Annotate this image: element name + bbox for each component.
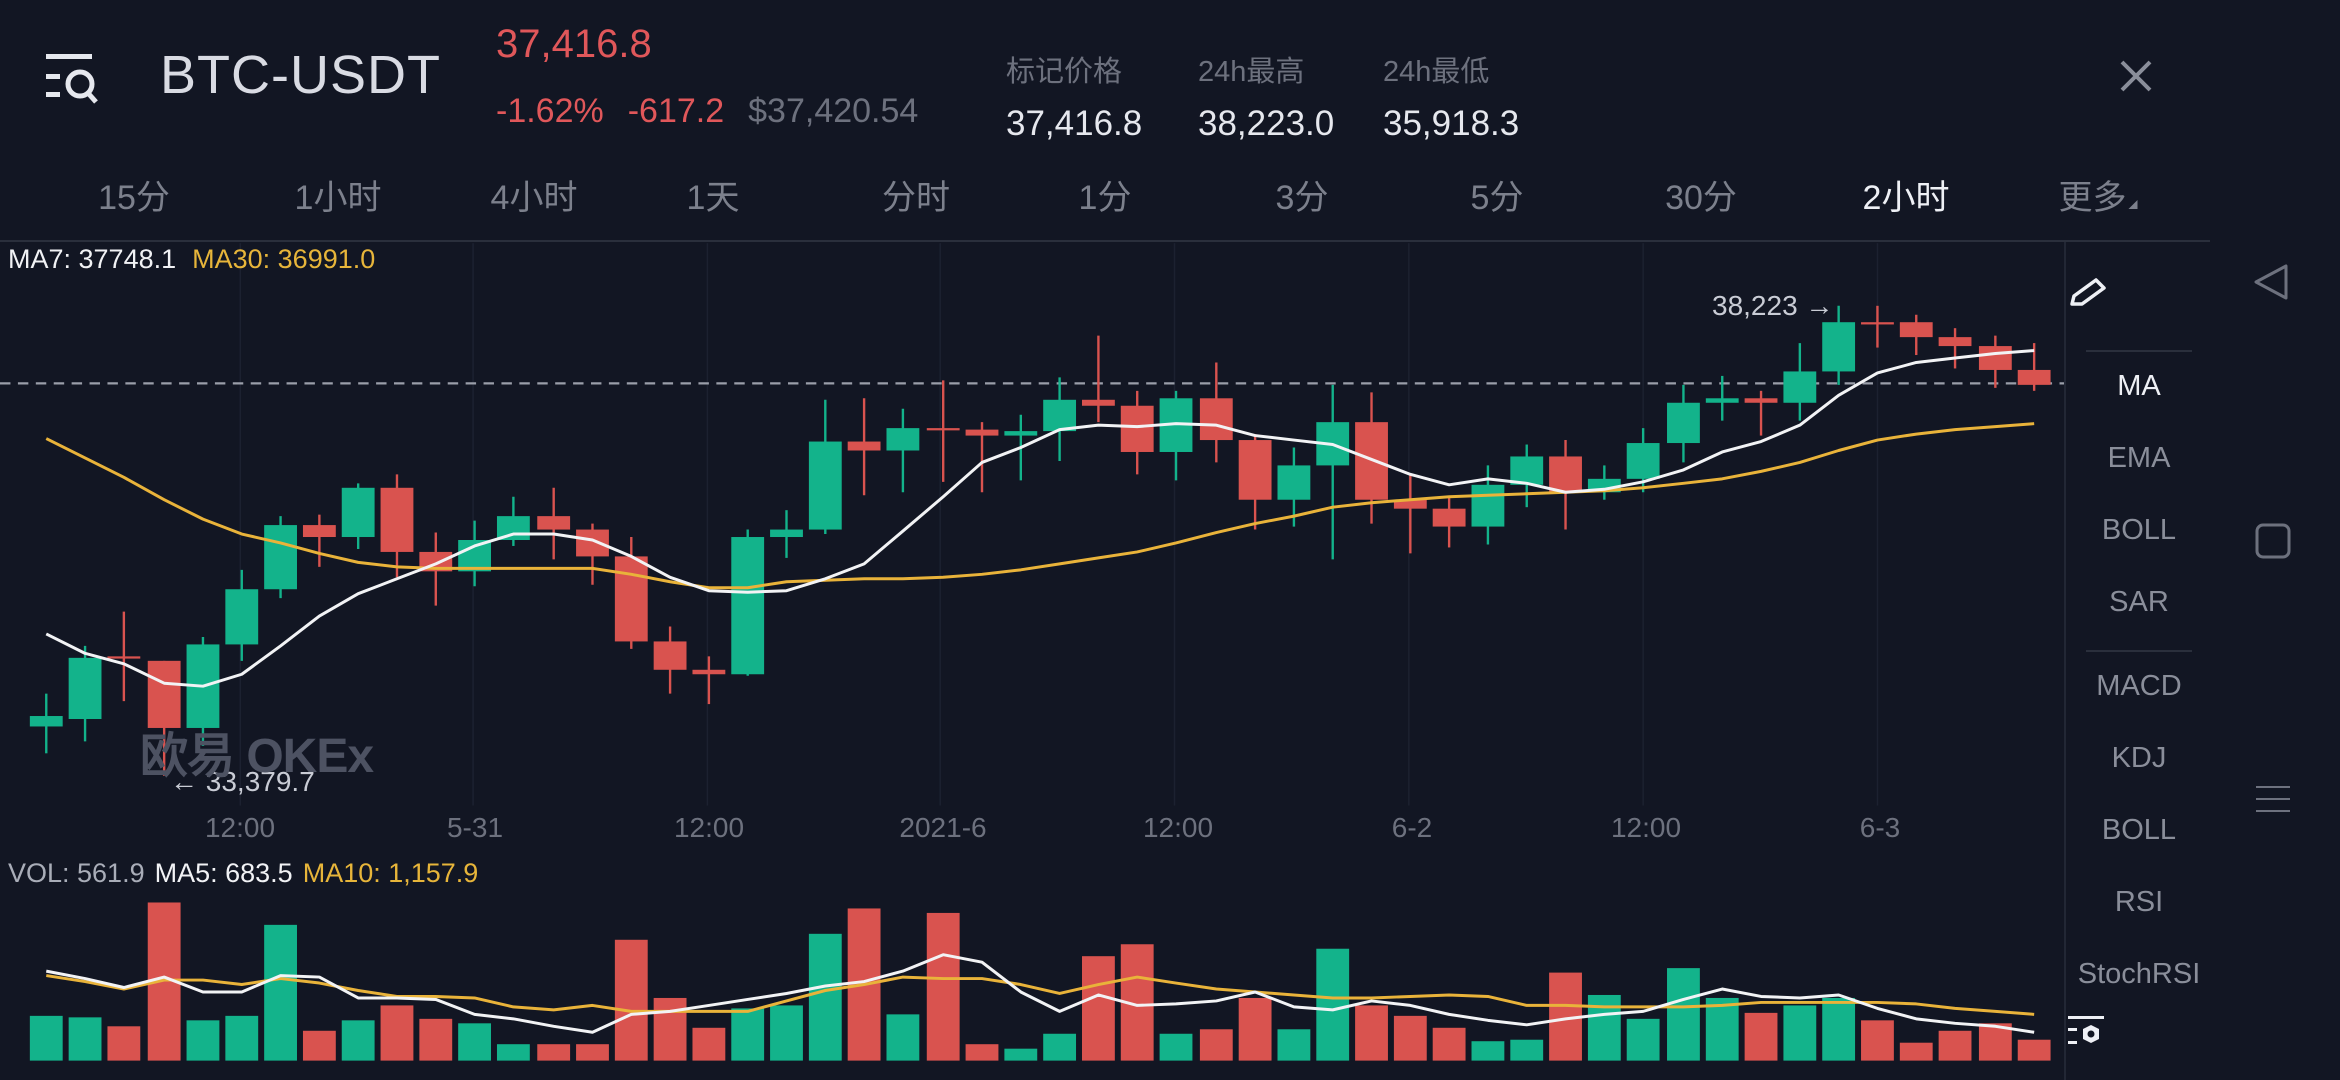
last-price: 37,416.8 (496, 22, 652, 66)
tab-more-label: 更多 (2058, 179, 2127, 217)
indicator-ma[interactable]: MA (2117, 370, 2161, 402)
low-price-annotation: ← 33,379.7 (170, 766, 315, 797)
stat-24h-high: 24h最高 38,223.0 (1198, 48, 1334, 144)
indicator-boll-sub[interactable]: BOLL (2101, 814, 2177, 846)
volume-legend: VOL: 561.9 MA5: 683.5 MA10: 1,157.9 (8, 858, 478, 889)
divider (2086, 350, 2192, 352)
tab-1d[interactable]: 1天 (686, 179, 740, 217)
price-change-row: -1.62% -617.2 $37,420.54 (496, 92, 918, 131)
x-axis-label: 5-31 (446, 812, 504, 843)
dropdown-triangle-icon (2128, 200, 2138, 209)
x-axis-label: 12:00 (1610, 812, 1682, 843)
draw-pencil-icon[interactable] (2066, 274, 2212, 310)
home-icon[interactable] (2254, 522, 2292, 560)
x-axis-label: 2021-6 (899, 812, 987, 843)
stat-value: 38,223.0 (1198, 104, 1335, 143)
recents-icon[interactable] (2254, 782, 2292, 816)
tab-4h[interactable]: 4小时 (490, 179, 578, 217)
back-icon[interactable] (2252, 262, 2292, 302)
close-icon[interactable] (2112, 52, 2160, 100)
ma7-value: MA7: 37748.1 (8, 244, 177, 274)
tab-5m[interactable]: 5分 (1470, 179, 1524, 217)
tab-3m[interactable]: 3分 (1275, 179, 1329, 217)
stat-24h-low: 24h最低 35,918.3 (1383, 48, 1519, 144)
high-price-annotation: 38,223 → (1712, 290, 1834, 321)
trading-pair-title[interactable]: BTC-USDT (160, 45, 441, 105)
indicator-kdj[interactable]: KDJ (2111, 742, 2167, 774)
indicator-ema[interactable]: EMA (2107, 442, 2171, 474)
tab-timeline[interactable]: 分时 (882, 179, 950, 217)
okex-watermark: 欧易 OKEx (140, 730, 374, 783)
indicator-panel: MA EMA BOLL SAR MACD KDJ BOLL RSI StochR… (2064, 242, 2212, 1080)
indicator-macd[interactable]: MACD (2096, 670, 2182, 702)
stat-label: 24h最高 (1198, 56, 1305, 88)
change-percent: -1.62% (496, 92, 604, 130)
candlestick-chart[interactable] (0, 0, 2064, 1080)
tab-more[interactable]: 更多 (2059, 170, 2138, 219)
indicator-settings-icon[interactable] (2066, 1014, 2212, 1048)
tab-30m[interactable]: 30分 (1665, 179, 1737, 217)
vol-ma10-value: MA10: 1,157.9 (302, 858, 479, 888)
indicator-sar[interactable]: SAR (2109, 586, 2169, 618)
indicator-stochrsi[interactable]: StochRSI (2077, 958, 2201, 988)
x-axis-label: 12:00 (673, 812, 745, 843)
ma30-value: MA30: 36991.0 (192, 244, 376, 274)
stat-label: 标记价格 (1006, 56, 1123, 88)
menu-search-icon[interactable] (44, 52, 102, 104)
change-amount: -617.2 (627, 92, 725, 130)
stat-value: 35,918.3 (1383, 104, 1520, 143)
tab-2h[interactable]: 2小时 (1862, 179, 1950, 217)
stat-label: 24h最低 (1383, 56, 1490, 88)
main-ma-legend: MA7: 37748.1 MA30: 36991.0 (8, 244, 375, 275)
x-axis-label: 12:00 (1142, 812, 1214, 843)
stat-mark-price: 标记价格 37,416.8 (1006, 48, 1142, 144)
vol-ma5-value: MA5: 683.5 (154, 858, 293, 888)
x-axis-label: 6-3 (1859, 812, 1901, 843)
system-navigation-bar (2210, 0, 2340, 1080)
divider (2086, 650, 2192, 652)
x-axis-label: 12:00 (204, 812, 276, 843)
tab-1h[interactable]: 1小时 (294, 179, 382, 217)
timeframe-tabs: 15分 1小时 4小时 1天 分时 1分 3分 5分 30分 2小时 更多 (0, 160, 2210, 242)
usd-price: $37,420.54 (748, 92, 919, 130)
stat-value: 37,416.8 (1006, 104, 1143, 143)
tab-1m[interactable]: 1分 (1078, 179, 1132, 217)
x-axis-label: 6-2 (1391, 812, 1433, 843)
divider (0, 240, 2210, 242)
vol-value: VOL: 561.9 (8, 858, 145, 888)
tab-15m[interactable]: 15分 (98, 179, 170, 217)
indicator-rsi[interactable]: RSI (2114, 886, 2164, 918)
indicator-boll[interactable]: BOLL (2101, 514, 2177, 546)
